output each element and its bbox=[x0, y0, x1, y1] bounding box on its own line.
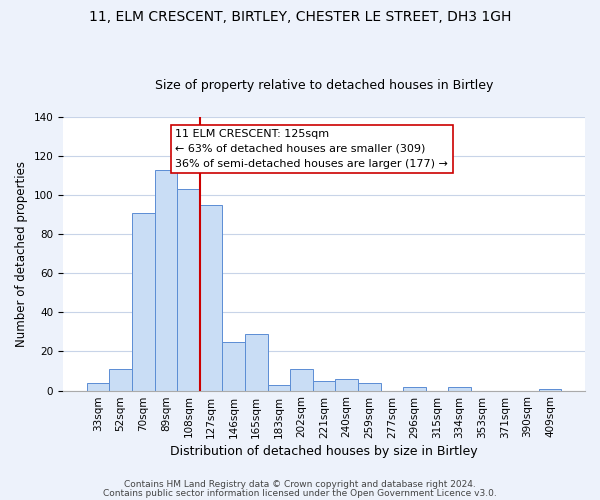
Bar bbox=[268, 384, 290, 390]
Y-axis label: Number of detached properties: Number of detached properties bbox=[15, 160, 28, 346]
Bar bbox=[335, 379, 358, 390]
Text: Contains public sector information licensed under the Open Government Licence v3: Contains public sector information licen… bbox=[103, 489, 497, 498]
Bar bbox=[132, 212, 155, 390]
Bar bbox=[245, 334, 268, 390]
Text: 11 ELM CRESCENT: 125sqm
← 63% of detached houses are smaller (309)
36% of semi-d: 11 ELM CRESCENT: 125sqm ← 63% of detache… bbox=[175, 129, 448, 168]
Bar bbox=[177, 189, 200, 390]
Bar bbox=[403, 386, 425, 390]
Bar bbox=[87, 382, 109, 390]
Bar bbox=[448, 386, 471, 390]
Text: 11, ELM CRESCENT, BIRTLEY, CHESTER LE STREET, DH3 1GH: 11, ELM CRESCENT, BIRTLEY, CHESTER LE ST… bbox=[89, 10, 511, 24]
Bar bbox=[290, 369, 313, 390]
Bar bbox=[313, 381, 335, 390]
Bar bbox=[358, 382, 380, 390]
Bar bbox=[200, 205, 223, 390]
Bar bbox=[223, 342, 245, 390]
Bar bbox=[539, 388, 561, 390]
Text: Contains HM Land Registry data © Crown copyright and database right 2024.: Contains HM Land Registry data © Crown c… bbox=[124, 480, 476, 489]
Bar bbox=[109, 369, 132, 390]
Title: Size of property relative to detached houses in Birtley: Size of property relative to detached ho… bbox=[155, 79, 493, 92]
Bar bbox=[155, 170, 177, 390]
X-axis label: Distribution of detached houses by size in Birtley: Distribution of detached houses by size … bbox=[170, 444, 478, 458]
